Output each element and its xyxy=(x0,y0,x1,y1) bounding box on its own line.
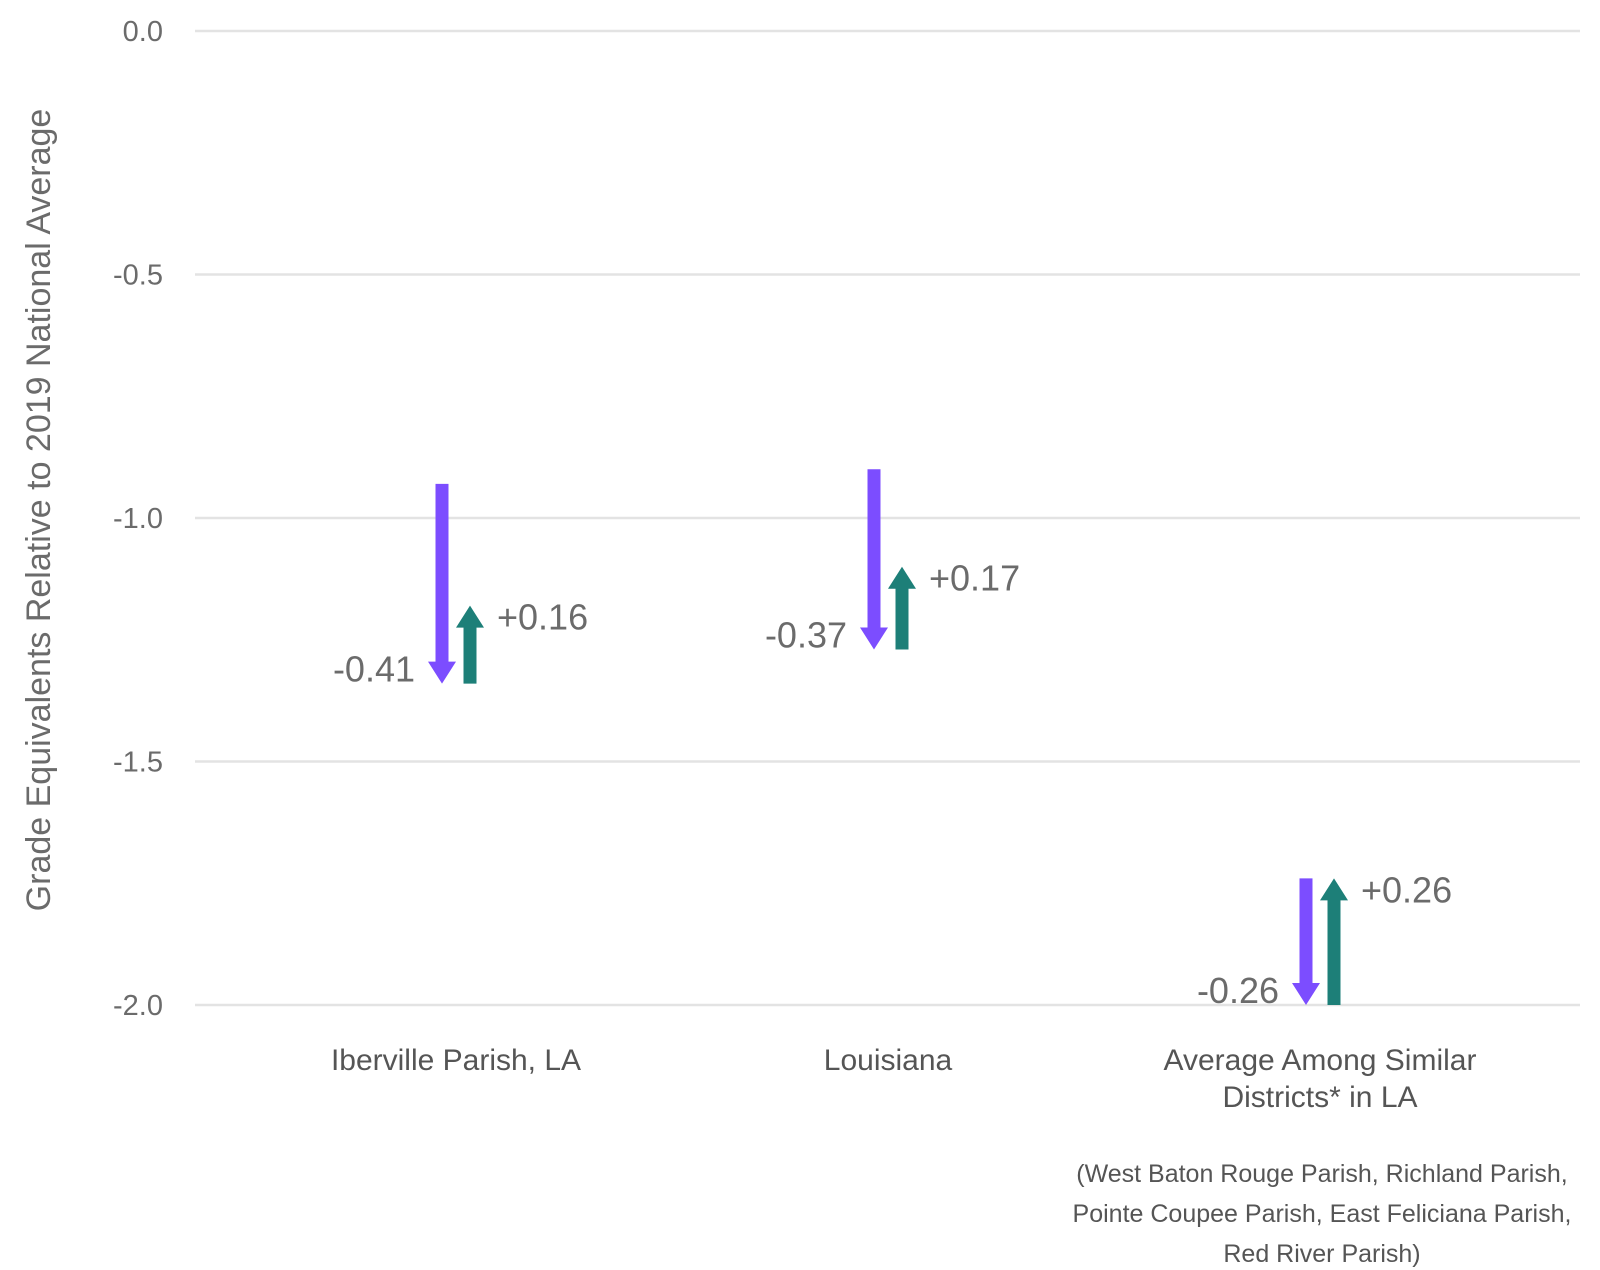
y-tick-label: -1.0 xyxy=(113,503,163,535)
recovery-value-label: +0.17 xyxy=(929,558,1020,599)
category-label: Iberville Parish, LA xyxy=(331,1044,581,1077)
decline-value-label: -0.37 xyxy=(765,614,847,655)
category-label: Districts* in LA xyxy=(1222,1081,1417,1114)
y-tick-label: -1.5 xyxy=(113,747,163,779)
footnote-line: Red River Parish) xyxy=(1223,1240,1420,1268)
category-labels: Iberville Parish, LA Louisiana Average Amo… xyxy=(331,1044,1477,1114)
y-axis-title: Grade Equivalents Relative to 2019 Natio… xyxy=(20,109,58,912)
gridlines xyxy=(195,29,1580,1007)
decline-arrow xyxy=(1292,878,1320,1005)
category-label: Average Among Similar xyxy=(1164,1044,1477,1077)
y-tick-label: -2.0 xyxy=(113,990,163,1022)
decline-value-label: -0.41 xyxy=(333,649,415,690)
chart-marks: -0.41 +0.16 -0.37 +0.17 -0.26 +0.26 xyxy=(333,469,1452,1011)
recovery-arrow xyxy=(1320,878,1348,1005)
recovery-arrow xyxy=(888,566,916,650)
decline-value-label: -0.26 xyxy=(1197,970,1279,1011)
footnote-line: Pointe Coupee Parish, East Feliciana Par… xyxy=(1073,1200,1572,1228)
recovery-arrow xyxy=(456,605,484,684)
recovery-value-label: +0.26 xyxy=(1361,869,1452,910)
y-tick-label: -0.5 xyxy=(113,260,163,292)
footnote-line: (West Baton Rouge Parish, Richland Paris… xyxy=(1076,1160,1567,1188)
y-tick-labels: 0.0 -0.5 -1.0 -1.5 -2.0 xyxy=(113,16,163,1022)
footnote: (West Baton Rouge Parish, Richland Paris… xyxy=(1073,1160,1572,1268)
category-label: Louisiana xyxy=(824,1044,953,1077)
recovery-value-label: +0.16 xyxy=(497,597,588,638)
decline-arrow xyxy=(860,469,888,650)
decline-arrow xyxy=(428,483,456,684)
y-tick-label: 0.0 xyxy=(123,16,163,48)
